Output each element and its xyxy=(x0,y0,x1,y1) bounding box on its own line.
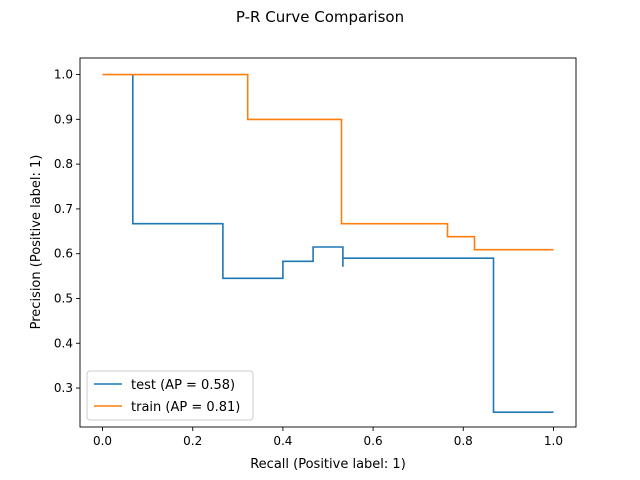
y-axis-label: Precision (Positive label: 1) xyxy=(29,155,44,330)
x-tick-label: 0.4 xyxy=(273,434,292,448)
x-tick-label: 0.0 xyxy=(93,434,112,448)
y-tick-label: 0.9 xyxy=(54,112,73,126)
x-tick-label: 0.8 xyxy=(454,434,473,448)
series-line-test xyxy=(132,74,554,414)
x-axis-label: Recall (Positive label: 1) xyxy=(250,457,406,472)
y-tick-label: 0.3 xyxy=(54,381,73,395)
y-tick-label: 0.4 xyxy=(54,336,73,350)
y-tick-label: 0.5 xyxy=(54,291,73,305)
y-tick-label: 0.8 xyxy=(54,157,73,171)
x-tick-label: 0.6 xyxy=(364,434,383,448)
x-axis-ticks: 0.0 0.2 0.4 0.6 0.8 1.0 xyxy=(93,427,563,448)
y-tick-label: 0.7 xyxy=(54,202,73,216)
legend-label-test: test (AP = 0.58) xyxy=(131,378,235,393)
x-tick-label: 0.2 xyxy=(183,434,202,448)
legend: test (AP = 0.58) train (AP = 0.81) xyxy=(86,370,254,421)
chart-title: P-R Curve Comparison xyxy=(236,8,404,26)
y-axis-ticks: 0.3 0.4 0.5 0.6 0.7 0.8 0.9 1.0 xyxy=(54,68,80,395)
series-layer xyxy=(102,73,554,414)
x-tick-label: 1.0 xyxy=(544,434,563,448)
y-tick-label: 1.0 xyxy=(54,68,73,82)
plot-area: 0.0 0.2 0.4 0.6 0.8 1.0 0.3 0.4 0.5 0.6 0.7 0.8 0.9… xyxy=(54,57,577,448)
series-line-train xyxy=(102,73,554,251)
legend-label-train: train (AP = 0.81) xyxy=(131,400,240,415)
legend-box xyxy=(86,370,254,421)
axes-frame xyxy=(79,57,577,428)
y-tick-label: 0.6 xyxy=(54,247,73,261)
